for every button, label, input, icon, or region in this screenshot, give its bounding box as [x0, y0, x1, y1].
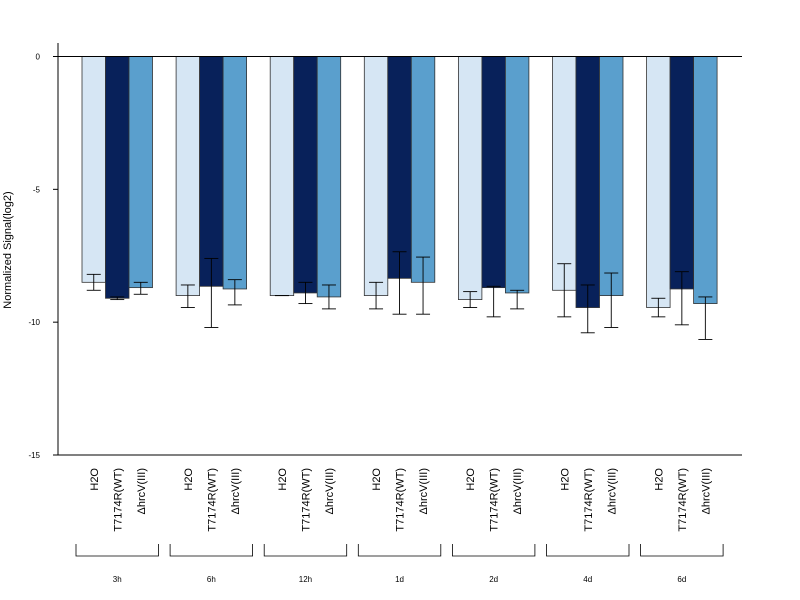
- bar: [199, 56, 224, 287]
- group-bracket: [452, 544, 536, 557]
- bar-label: H2O: [653, 468, 665, 491]
- bar-label: H2O: [559, 468, 571, 491]
- group-label: 3h: [113, 575, 122, 584]
- bar-label: ΔhrcV(III): [606, 468, 618, 514]
- bar-label: T7174R(WT): [300, 468, 312, 532]
- bar-label: ΔhrcV(III): [136, 468, 148, 514]
- bar: [316, 56, 342, 298]
- bar: [105, 56, 130, 299]
- group-bracket: [546, 544, 630, 557]
- bar-label: H2O: [277, 468, 289, 491]
- bars: [81, 56, 718, 308]
- bar: [363, 56, 389, 297]
- bar: [269, 56, 295, 297]
- y-tick-label: 0: [36, 53, 41, 62]
- bar-label: H2O: [465, 468, 477, 491]
- bar-label: ΔhrcV(III): [418, 468, 430, 514]
- bar-label: T7174R(WT): [206, 468, 218, 532]
- y-tick-label: -5: [33, 185, 41, 194]
- bar-label: T7174R(WT): [583, 468, 595, 532]
- bar-label: ΔhrcV(III): [324, 468, 336, 514]
- y-axis-label: Normalized Signal(log2): [2, 191, 14, 308]
- group-label: 4d: [583, 575, 592, 584]
- bar: [693, 56, 718, 304]
- bar-label: ΔhrcV(III): [700, 468, 712, 514]
- group-bracket: [263, 544, 348, 557]
- bar-label: T7174R(WT): [112, 468, 124, 532]
- bar: [222, 56, 248, 290]
- group-label: 6h: [207, 575, 216, 584]
- bar: [599, 56, 624, 297]
- bar-labels: H2O T7174R(WT) ΔhrcV(III) H2O T7174R(WT) Δhrc…: [89, 468, 713, 532]
- y-axis: 0 -5 -10 -15: [28, 43, 59, 460]
- bar: [128, 56, 153, 289]
- group-label: 2d: [489, 575, 498, 584]
- bar-label: T7174R(WT): [395, 468, 407, 532]
- bar: [387, 56, 412, 279]
- bar: [575, 56, 600, 308]
- bar: [669, 56, 694, 290]
- group-brackets: 3h 6h 12h 1d 2d 4d 6d: [75, 544, 724, 584]
- bar-label: ΔhrcV(III): [512, 468, 524, 514]
- y-tick-label: -10: [28, 318, 40, 327]
- group-label: 12h: [299, 575, 312, 584]
- bar-label: ΔhrcV(III): [230, 468, 242, 514]
- bar-label: H2O: [89, 468, 101, 491]
- bar-label: T7174R(WT): [677, 468, 689, 532]
- group-label: 1d: [395, 575, 404, 584]
- bar-label: H2O: [371, 468, 383, 491]
- bar: [504, 56, 530, 294]
- group-bracket: [169, 544, 253, 557]
- bar-label: H2O: [183, 468, 195, 491]
- bar: [293, 56, 318, 294]
- bar: [175, 56, 201, 297]
- group-label: 6d: [677, 575, 686, 584]
- error-bars: [86, 251, 713, 340]
- bar: [457, 56, 483, 300]
- bar: [646, 56, 671, 308]
- group-bracket: [357, 544, 442, 557]
- bar: [552, 56, 577, 291]
- bar-label: T7174R(WT): [489, 468, 501, 532]
- group-bracket: [640, 544, 724, 557]
- y-tick-label: -15: [28, 451, 40, 460]
- bar: [481, 56, 506, 289]
- bar: [81, 56, 106, 283]
- bar: [410, 56, 436, 283]
- group-bracket: [75, 544, 159, 557]
